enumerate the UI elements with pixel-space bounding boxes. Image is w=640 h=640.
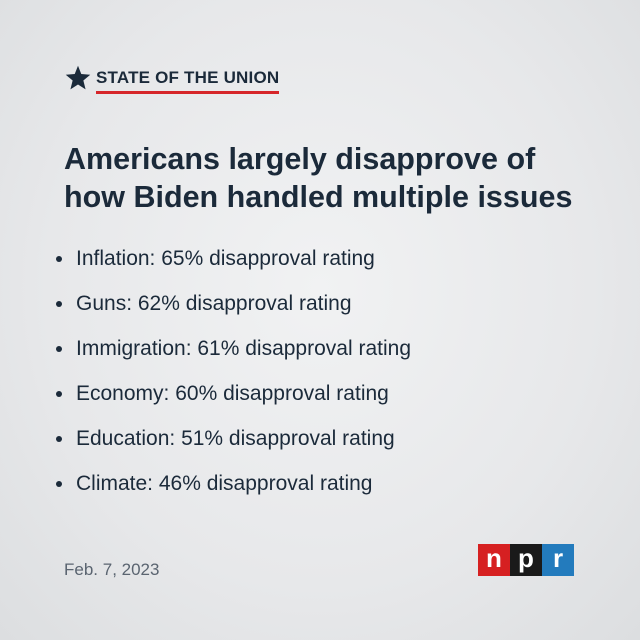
bullet-icon [56, 300, 62, 307]
issue-text: Guns: 62% disapproval rating [76, 291, 352, 315]
issue-text: Economy: 60% disapproval rating [76, 381, 389, 405]
issue-item: Climate: 46% disapproval rating [56, 461, 411, 506]
issue-text: Climate: 46% disapproval rating [76, 471, 373, 495]
star-icon [64, 64, 92, 92]
bullet-icon [56, 345, 62, 352]
npr-logo-letter-r: r [542, 544, 574, 576]
issue-item: Immigration: 61% disapproval rating [56, 326, 411, 371]
issue-item: Education: 51% disapproval rating [56, 416, 411, 461]
bullet-icon [56, 390, 62, 397]
npr-logo: n p r [478, 544, 574, 576]
issue-item: Inflation: 65% disapproval rating [56, 236, 411, 281]
section-header: STATE OF THE UNION [64, 64, 280, 94]
section-label-underline [96, 91, 280, 94]
npr-logo-letter-p: p [510, 544, 542, 576]
publish-date: Feb. 7, 2023 [64, 560, 160, 579]
npr-logo-letter-n: n [478, 544, 510, 576]
issue-text: Inflation: 65% disapproval rating [76, 246, 375, 270]
headline: Americans largely disapprove of how Bide… [64, 142, 573, 214]
issue-item: Guns: 62% disapproval rating [56, 281, 411, 326]
issue-text: Education: 51% disapproval rating [76, 426, 395, 450]
issue-list: Inflation: 65% disapproval rating Guns: … [56, 236, 411, 506]
bullet-icon [56, 255, 62, 262]
issue-item: Economy: 60% disapproval rating [56, 371, 411, 416]
bullet-icon [56, 480, 62, 487]
issue-text: Immigration: 61% disapproval rating [76, 336, 411, 360]
section-label: STATE OF THE UNION [96, 68, 280, 87]
bullet-icon [56, 435, 62, 442]
